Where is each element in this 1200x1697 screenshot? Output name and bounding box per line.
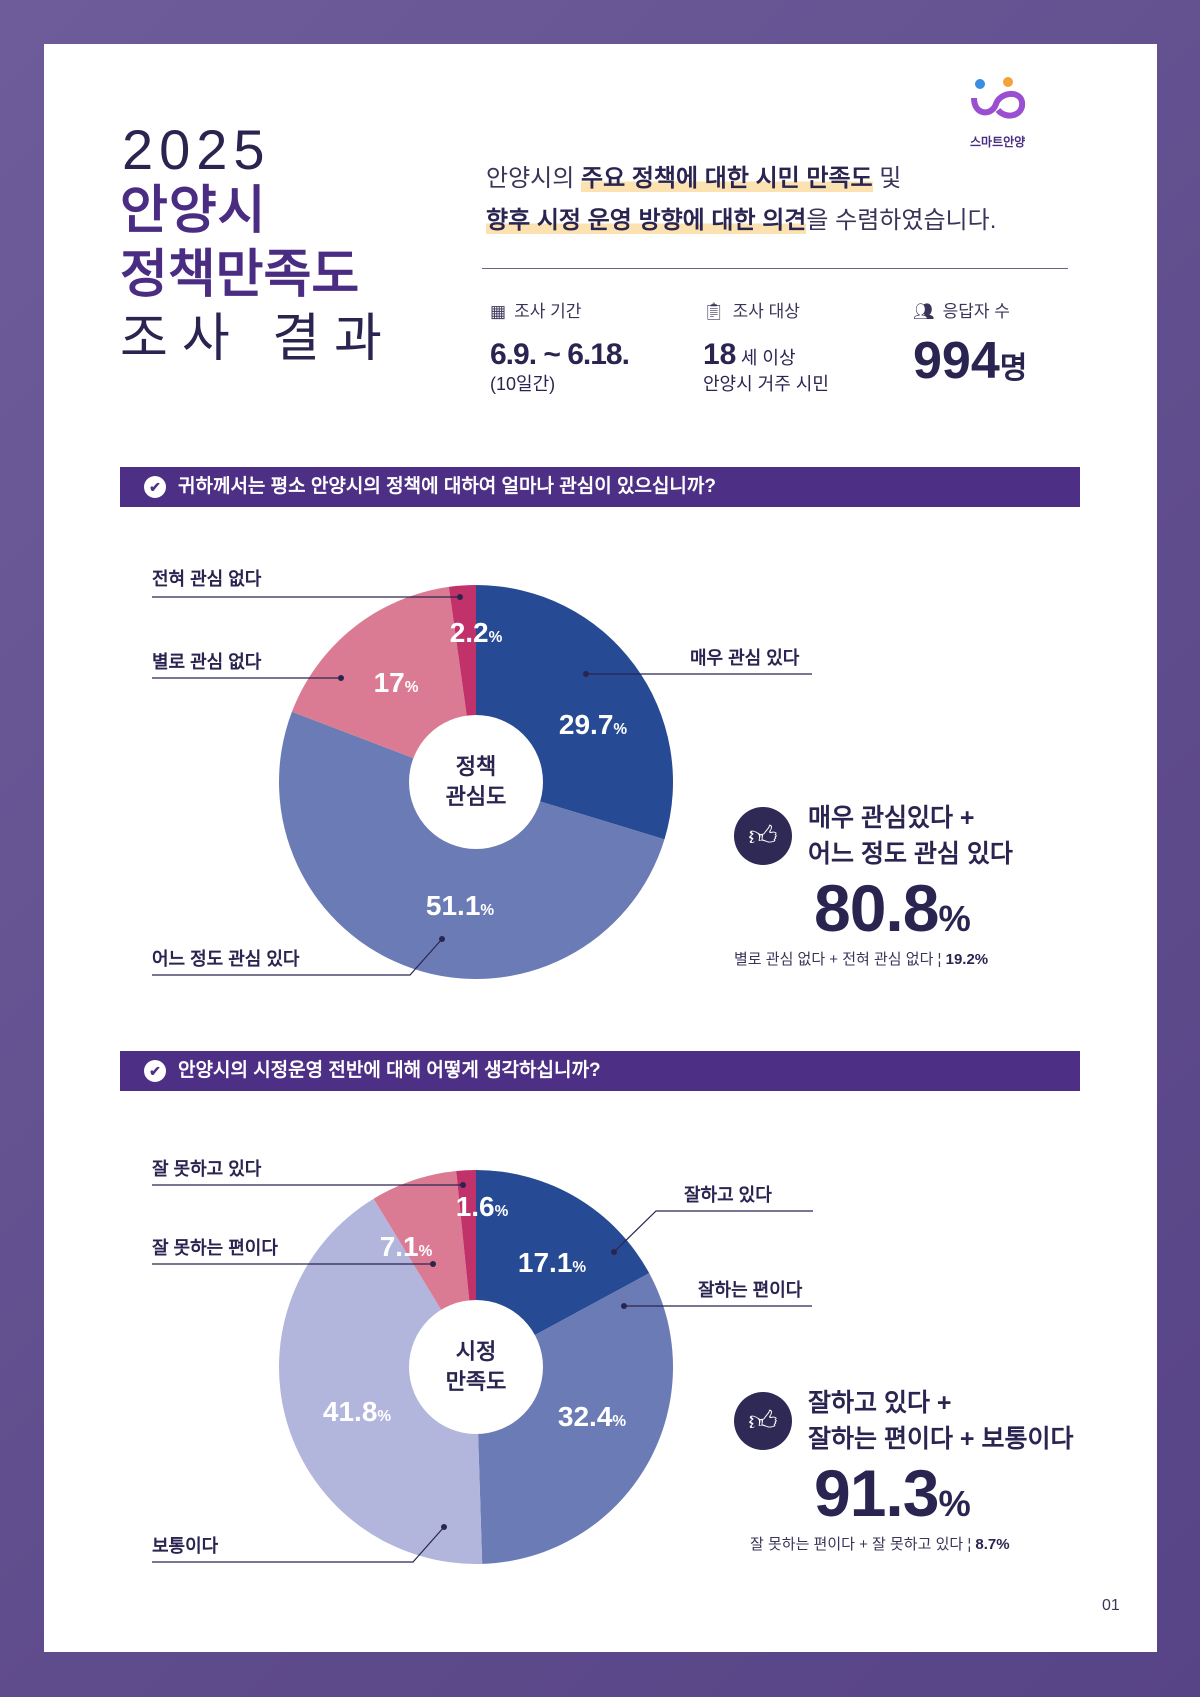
clipboard-icon: 📋︎	[703, 302, 725, 321]
intro-line-1: 안양시의 주요 정책에 대한 시민 만족도 및	[486, 165, 902, 192]
label-little: 별로 관심 없다	[152, 652, 262, 672]
smart-anyang-logo	[971, 77, 1026, 119]
leader-line	[152, 1526, 445, 1563]
label-rather-bad: 잘 못하는 편이다	[152, 1238, 278, 1258]
thumbs-up-icon: 👍︎	[734, 1392, 792, 1450]
info-target: 📋︎ 조사 대상 18 세 이상 안양시 거주 시민	[703, 302, 829, 395]
divider	[482, 268, 1068, 269]
label-neutral: 보통이다	[152, 1536, 219, 1556]
pie-2-hole	[409, 1300, 543, 1434]
question-2-header: ✔ 안양시의 시정운영 전반에 대해 어떻게 생각하십니까?	[120, 1051, 1080, 1091]
title-year: 2025	[122, 118, 271, 181]
pie-2-center-label: 시정 만족도	[445, 1339, 507, 1394]
pie-1-value-label: 51.1%	[425, 890, 495, 921]
leader-dot	[338, 675, 344, 681]
leader-dot	[611, 1249, 617, 1255]
label-somewhat: 어느 정도 관심 있다	[152, 949, 300, 969]
title-subject: 정책만족도	[120, 246, 360, 304]
check-icon: ✔	[144, 1060, 166, 1082]
pie-2-value-label: 32.4%	[557, 1401, 627, 1432]
pie-2-value-label: 17.1%	[517, 1247, 587, 1278]
label-none: 전혀 관심 없다	[152, 569, 262, 589]
leader-line	[152, 938, 443, 976]
pie-1-value-label: 2.2%	[449, 617, 503, 648]
pie-1-value-label: 29.7%	[558, 709, 628, 740]
pie-1-value-label: 17%	[373, 667, 419, 698]
leader-dot	[430, 1261, 436, 1267]
logo-text: 스마트안양	[970, 135, 1026, 149]
pie-1-slice-2	[291, 586, 476, 782]
leader-dot	[621, 1303, 627, 1309]
page-number: 01	[1102, 1597, 1120, 1614]
label-good: 잘하고 있다	[684, 1185, 772, 1205]
pie-2-slice-2	[278, 1198, 483, 1564]
label-rather-good: 잘하는 편이다	[698, 1280, 803, 1300]
label-very: 매우 관심 있다	[690, 648, 800, 668]
leader-dot	[457, 594, 463, 600]
info-respondents: 👥︎ 응답자 수 994명	[913, 302, 1028, 390]
pie-2-value-label: 1.6%	[455, 1191, 509, 1222]
intro-line-2: 향후 시정 운영 방향에 대한 의견을 수렴하였습니다.	[486, 207, 997, 234]
pie-1-center-label: 정책 관심도	[445, 754, 507, 809]
leader-line	[613, 1210, 813, 1253]
people-icon: 👥︎	[913, 302, 935, 321]
summary-1: 👍︎ 매우 관심있다 + 어느 정도 관심 있다 80.8% 별로 관심 없다 +…	[734, 804, 1013, 968]
pie-2-value-label: 41.8%	[322, 1396, 392, 1427]
summary-2: 👍︎ 잘하고 있다 + 잘하는 편이다 + 보통이다 91.3% 잘 못하는 편이…	[734, 1385, 1073, 1553]
question-1-header: ✔ 귀하께서는 평소 안양시의 정책에 대하여 얼마나 관심이 있으십니까?	[120, 467, 1080, 507]
summary-1-value: 80.8%	[814, 871, 971, 945]
pie-2-value-label: 7.1%	[379, 1231, 433, 1262]
title-city: 안양시	[120, 182, 267, 240]
leader-dot	[460, 1182, 466, 1188]
info-period: ▦ 조사 기간 6.9. ~ 6.18. (10일간)	[490, 302, 630, 395]
leader-dot	[583, 671, 589, 677]
leader-dot	[441, 1524, 447, 1530]
summary-2-value: 91.3%	[814, 1456, 971, 1530]
thumbs-up-icon: 👍︎	[734, 807, 792, 865]
pie-1-hole	[409, 715, 543, 849]
label-bad: 잘 못하고 있다	[152, 1159, 262, 1179]
calendar-icon: ▦	[490, 302, 507, 321]
leader-dot	[439, 936, 445, 942]
title-result: 조사 결과	[120, 310, 396, 368]
check-icon: ✔	[144, 476, 166, 498]
